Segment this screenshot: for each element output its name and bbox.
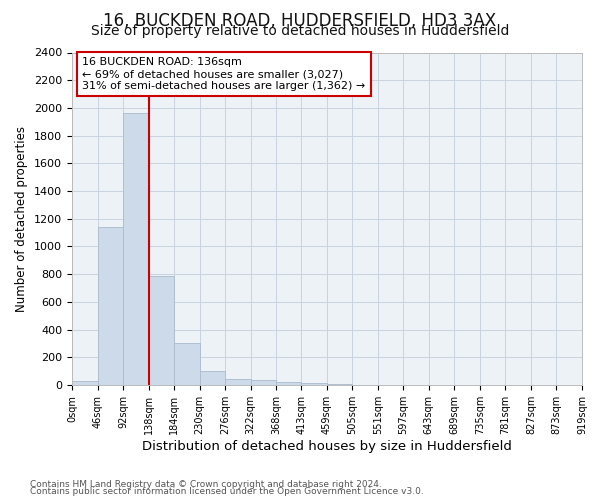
Bar xyxy=(251,380,276,385)
Bar xyxy=(174,344,200,385)
Text: 16 BUCKDEN ROAD: 136sqm
← 69% of detached houses are smaller (3,027)
31% of semi: 16 BUCKDEN ROAD: 136sqm ← 69% of detache… xyxy=(82,58,365,90)
Text: Size of property relative to detached houses in Huddersfield: Size of property relative to detached ho… xyxy=(91,24,509,38)
Bar xyxy=(301,383,327,385)
Bar xyxy=(276,382,301,385)
Bar xyxy=(200,371,225,385)
Bar xyxy=(327,384,352,385)
Text: Contains public sector information licensed under the Open Government Licence v3: Contains public sector information licen… xyxy=(30,487,424,496)
Bar xyxy=(225,379,251,385)
Text: Contains HM Land Registry data © Crown copyright and database right 2024.: Contains HM Land Registry data © Crown c… xyxy=(30,480,382,489)
Text: 16, BUCKDEN ROAD, HUDDERSFIELD, HD3 3AX: 16, BUCKDEN ROAD, HUDDERSFIELD, HD3 3AX xyxy=(103,12,497,30)
Bar xyxy=(98,227,123,385)
X-axis label: Distribution of detached houses by size in Huddersfield: Distribution of detached houses by size … xyxy=(142,440,512,452)
Y-axis label: Number of detached properties: Number of detached properties xyxy=(16,126,28,312)
Bar xyxy=(123,114,149,385)
Bar xyxy=(149,276,174,385)
Bar xyxy=(72,381,98,385)
